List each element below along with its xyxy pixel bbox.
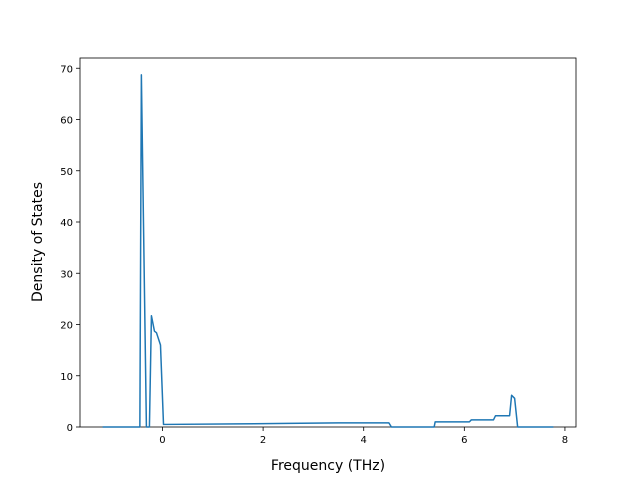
y-tick-label: 20	[60, 321, 73, 332]
y-tick-label: 40	[60, 218, 73, 229]
y-tick-label: 10	[60, 372, 73, 383]
x-axis-label: Frequency (THz)	[271, 458, 385, 474]
y-tick-label: 60	[60, 116, 73, 127]
x-tick-label: 6	[461, 435, 467, 446]
y-axis-label: Density of States	[30, 182, 46, 302]
x-tick-label: 0	[159, 435, 165, 446]
x-tick-label: 8	[562, 435, 568, 446]
y-tick-label: 0	[67, 423, 73, 434]
y-tick-label: 70	[60, 64, 73, 75]
data-line	[102, 74, 554, 428]
x-tick-label: 2	[260, 435, 266, 446]
x-tick-label: 4	[361, 435, 367, 446]
y-tick-label: 50	[60, 167, 73, 178]
plot-frame	[79, 57, 577, 428]
y-tick-label: 30	[60, 269, 73, 280]
